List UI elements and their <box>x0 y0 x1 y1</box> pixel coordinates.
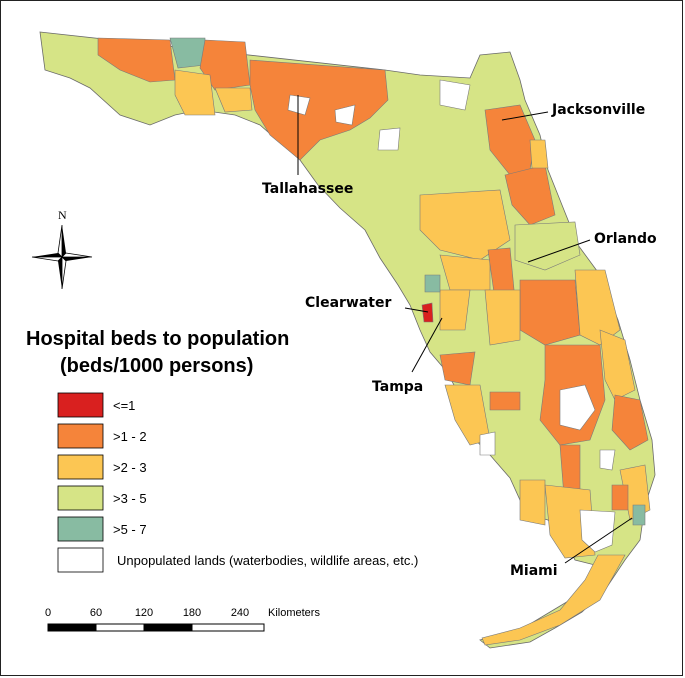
unpopulated-everglades <box>579 509 616 553</box>
city-label-jacksonville: Jacksonville <box>551 102 645 118</box>
region-se-orange-1 <box>611 394 649 451</box>
region-panhandle-yellow-2 <box>214 87 253 113</box>
region-sw-orange <box>489 391 521 411</box>
unpopulated-5 <box>479 431 496 456</box>
legend-swatch <box>57 392 104 418</box>
region-panhandle-orange-2 <box>199 39 251 91</box>
region-south-yellow-1 <box>519 479 546 526</box>
legend-label: Unpopulated lands (waterbodies, wildlife… <box>117 553 418 568</box>
scale-tick-label: 60 <box>90 607 102 619</box>
region-tampa-orange <box>439 351 476 386</box>
region-miami-teal <box>632 504 646 526</box>
region-ne-yellow <box>529 139 549 169</box>
legend-label: <=1 <box>113 398 135 413</box>
jacksonville-leader <box>501 111 549 121</box>
tampa-leader <box>411 317 443 373</box>
legend-label: >5 - 7 <box>113 522 147 537</box>
legend-swatch <box>57 454 104 480</box>
region-orlando-green <box>514 221 581 271</box>
scale-tick-label: 180 <box>183 607 201 619</box>
legend-label: >3 - 5 <box>113 491 147 506</box>
legend-items: <=1 >1 - 2 >2 - 3 >3 - 5 >5 - 7 Unpopulated l… <box>57 392 418 573</box>
region-tallahassee-orange <box>249 59 389 161</box>
miami-leader <box>564 517 633 564</box>
region-se-yellow-1 <box>599 329 636 401</box>
region-panhandle-yellow-1 <box>174 69 216 116</box>
north-label: N <box>58 208 67 222</box>
unpopulated-2 <box>334 104 356 126</box>
city-label-clearwater: Clearwater <box>305 295 391 311</box>
region-central-orange-2 <box>519 279 581 346</box>
scale-tick-label: 120 <box>135 607 153 619</box>
scale-tick-label: 0 <box>45 607 51 619</box>
legend-swatch <box>57 485 104 511</box>
compass-rose-icon: N <box>31 208 93 290</box>
unpopulated-1 <box>287 94 311 116</box>
city-label-miami: Miami <box>510 563 558 579</box>
region-tampa-yellow <box>439 289 471 331</box>
choropleth-regions <box>97 37 651 646</box>
unpopulated-6 <box>599 449 616 471</box>
city-labels: Tallahassee Jacksonville Orlando Clearwa… <box>262 95 657 579</box>
region-miami-orange <box>611 484 629 511</box>
region-east-yellow <box>574 269 621 346</box>
unpopulated-4 <box>439 79 471 111</box>
legend-label: >2 - 3 <box>113 460 147 475</box>
scale-unit: Kilometers <box>268 607 320 619</box>
region-clearwater-red <box>421 302 434 323</box>
legend-title-line1: Hospital beds to population <box>26 328 289 350</box>
region-west-yellow <box>484 289 521 346</box>
scale-tick-label: 240 <box>231 607 249 619</box>
legend-swatch <box>57 516 104 542</box>
scale-tick-labels: 0 60 120 180 240 <box>45 607 249 619</box>
region-panhandle-orange-1 <box>97 37 176 83</box>
unpopulated-3 <box>377 127 401 151</box>
orlando-leader <box>527 239 591 263</box>
legend-swatch <box>57 423 104 449</box>
region-keys-yellow <box>481 554 626 646</box>
city-label-orlando: Orlando <box>594 231 657 247</box>
legend-label: >1 - 2 <box>113 429 147 444</box>
city-label-tallahassee: Tallahassee <box>262 181 353 197</box>
legend-title-line2: (beds/1000 persons) <box>60 355 253 377</box>
region-clearwater-teal <box>424 274 441 293</box>
legend-swatch <box>57 547 104 573</box>
city-label-tampa: Tampa <box>372 379 423 395</box>
scale-bar: 0 60 120 180 240 Kilometers <box>45 607 320 632</box>
legend: Hospital beds to population (beds/1000 p… <box>26 328 418 573</box>
lake-okeechobee <box>559 384 596 431</box>
clearwater-leader <box>404 307 429 313</box>
